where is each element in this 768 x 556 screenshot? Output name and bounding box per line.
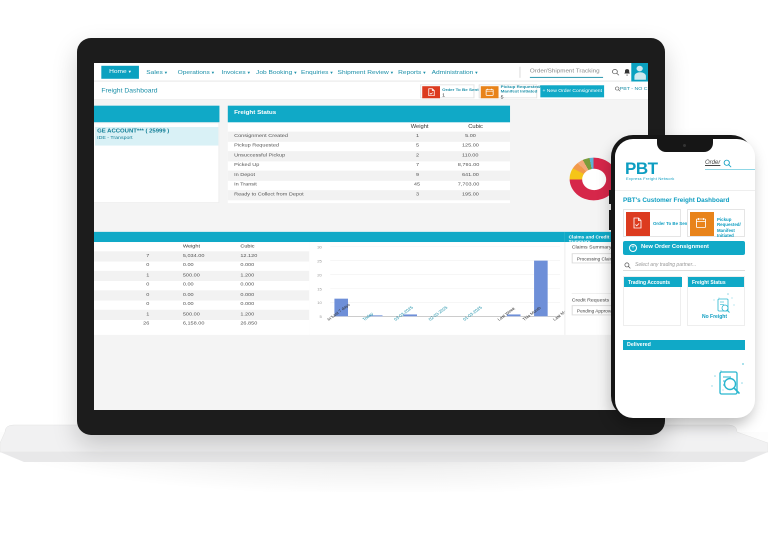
svg-text:20: 20 [317,273,322,278]
svg-text:30: 30 [317,245,322,250]
svg-text:10: 10 [317,300,322,305]
svg-text:15: 15 [317,287,322,292]
svg-text:25: 25 [317,259,322,264]
svg-text:5: 5 [320,314,323,319]
